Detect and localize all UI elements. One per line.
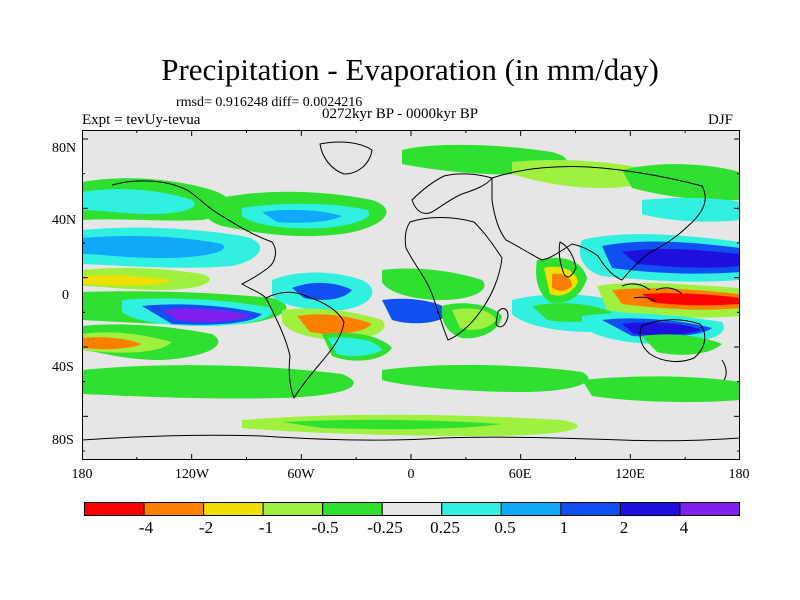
colorbar-box — [262, 502, 324, 516]
season-label: DJF — [708, 112, 734, 128]
greenland-coast — [319, 141, 373, 175]
colorbar-label-m2: -2 — [198, 518, 214, 537]
colorbar-box — [619, 502, 681, 516]
africa-coast — [404, 217, 503, 341]
new-zealand-coast — [721, 359, 727, 381]
coastlines — [82, 141, 740, 442]
colorbar-box — [560, 502, 621, 516]
lat-label-40s: 40S — [52, 360, 74, 375]
colorbar-label-m05: -0.5 — [311, 518, 339, 537]
statistics-line: rmsd= 0.916248 diff= 0.0024216 — [176, 95, 363, 110]
colorbar-label-p1: 1 — [559, 518, 569, 537]
colorbar-label-p025: 0.25 — [430, 518, 460, 537]
axis-ticks — [82, 130, 740, 460]
experiment-label: Expt = tevUy-tevua — [82, 112, 201, 128]
australia-coast — [639, 319, 706, 362]
asia-coast — [491, 165, 706, 281]
colorbar-box — [679, 502, 741, 516]
antarctica-coast — [82, 434, 740, 442]
colorbar-box — [441, 502, 502, 516]
europe-coast — [411, 173, 493, 214]
colorbar-box — [84, 502, 145, 516]
lat-label-80s: 80S — [52, 433, 74, 448]
colorbar-label-p05: 0.5 — [494, 518, 516, 537]
lat-label-80n: 80N — [52, 141, 77, 156]
colorbar-box — [500, 502, 562, 516]
colorbar-label-m025: -0.25 — [367, 518, 403, 537]
colorbar-label-p2: 2 — [619, 518, 629, 537]
period-label: 0272kyr BP - 0000kyr BP — [322, 106, 479, 122]
north-america-coast — [111, 180, 276, 299]
lon-label-0: 0 — [407, 467, 415, 482]
india-coast — [558, 241, 577, 278]
colorbar-label-m4: -4 — [138, 518, 154, 537]
colorbar-box — [381, 502, 443, 516]
colorbar-box — [322, 502, 383, 516]
map-title: Precipitation - Evaporation (in mm/day) — [161, 52, 659, 87]
maritime-continent-coast — [621, 283, 683, 303]
lon-label-180e: 180 — [728, 467, 750, 482]
madagascar-coast — [495, 308, 509, 328]
world-map-panel — [82, 130, 740, 460]
colorbar-label-p4: 4 — [679, 518, 689, 537]
colorbar — [84, 502, 741, 516]
lon-label-180w: 180 — [71, 467, 93, 482]
lon-label-120w: 120W — [174, 467, 210, 482]
lon-label-60w: 60W — [287, 467, 315, 482]
colorbar-label-m1: -1 — [258, 518, 274, 537]
colorbar-box — [143, 502, 205, 516]
south-america-coast — [265, 291, 345, 400]
lat-label-equator: 0 — [62, 288, 69, 303]
lon-label-60e: 60E — [508, 467, 532, 482]
precip-evap-field — [82, 130, 740, 460]
lon-label-120e: 120E — [615, 467, 645, 482]
lat-label-40n: 40N — [52, 213, 77, 228]
colorbar-box — [203, 502, 264, 516]
